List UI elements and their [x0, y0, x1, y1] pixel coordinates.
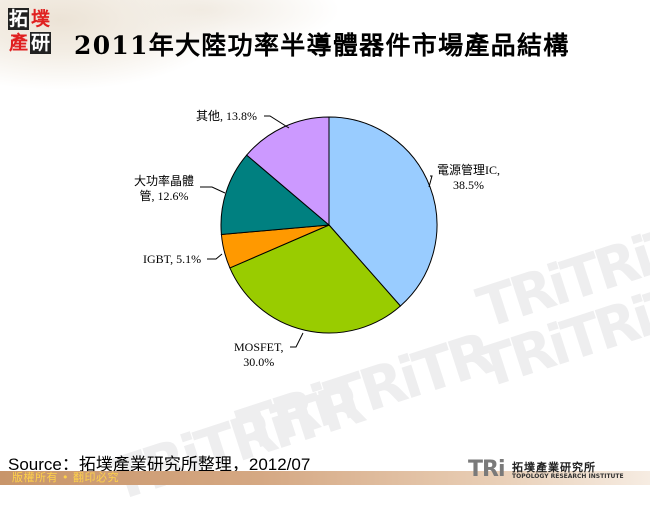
pie-chart: [200, 115, 438, 348]
label-text: IGBT, 5.1%: [143, 252, 202, 266]
label-power-ic: 電源管理IC, 38.5%: [437, 163, 500, 193]
label-text: 其他, 13.8%: [196, 109, 257, 123]
label-mosfet: MOSFET, 30.0%: [234, 340, 283, 370]
tri-logo-mark: TRi: [468, 458, 505, 482]
pie-slices: [220, 116, 438, 334]
label-text: 38.5%: [453, 178, 484, 192]
label-text: MOSFET,: [234, 340, 284, 354]
brand-name-en: TOPOLOGY RESEARCH INSTITUTE: [512, 473, 624, 480]
label-text: 30.0%: [243, 355, 275, 369]
tri-brand-logo: TRi 拓墣產業研究所 TOPOLOGY RESEARCH INSTITUTE: [468, 458, 648, 484]
label-text: 大功率晶體: [134, 174, 195, 188]
label-text: 管, 12.6%: [139, 189, 189, 203]
leader-line-power-ic: [428, 175, 433, 188]
pie-slice: [220, 154, 331, 236]
pie-slice: [328, 116, 438, 307]
page-title: 2011年大陸功率半導體器件市場產品結構: [74, 31, 570, 60]
brand-logo: 拓 墣 產 研: [8, 8, 52, 56]
leader-line-power-transistor: [200, 186, 226, 194]
logo-char: 研: [30, 32, 51, 54]
label-text: 電源管理IC,: [437, 163, 501, 177]
source-note: Source：拓墣產業研究所整理，2012/07: [8, 455, 311, 474]
logo-char: 墣: [30, 8, 50, 30]
copyright-text: 版權所有 • 翻印必究: [12, 471, 119, 484]
leader-line-other: [264, 115, 290, 129]
label-other: 其他, 13.8%: [196, 109, 257, 124]
footer-bar: 版權所有 • 翻印必究: [0, 471, 650, 485]
leader-line-mosfet: [290, 332, 304, 348]
label-power-transistor: 大功率晶體 管, 12.6%: [134, 174, 194, 204]
leader-lines: [200, 115, 433, 348]
leader-line-igbt: [207, 253, 223, 260]
background-map-decoration-2: [120, 0, 380, 60]
label-igbt: IGBT, 5.1%: [143, 252, 201, 267]
brand-name-cn: 拓墣產業研究所: [512, 461, 596, 474]
tri-logo-text: TRi: [468, 457, 505, 482]
logo-char: 拓: [8, 8, 29, 30]
pie-slice: [229, 224, 402, 334]
logo-char: 產: [8, 32, 28, 54]
pie-slice: [245, 116, 330, 227]
